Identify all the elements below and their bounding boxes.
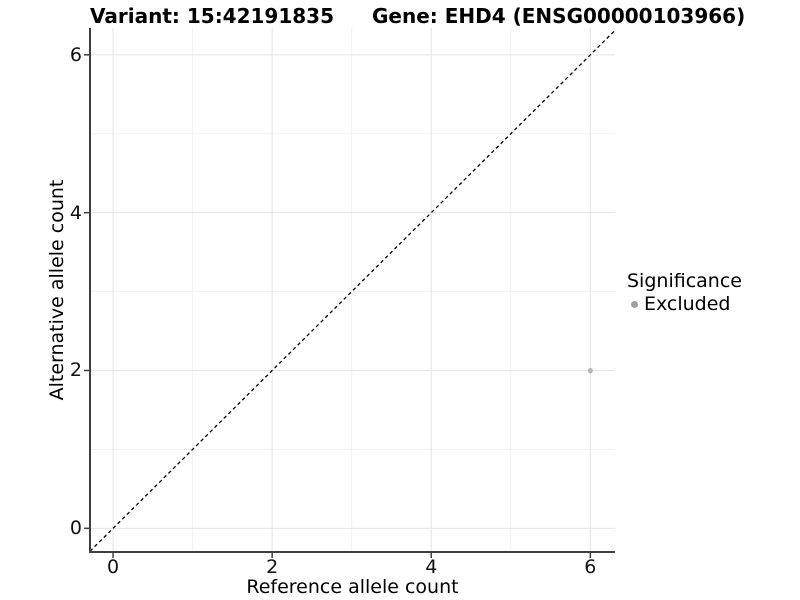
gene-title: Gene: EHD4 (ENSG00000103966) <box>372 4 746 28</box>
x-tick-label: 0 <box>107 556 120 578</box>
y-axis-label: Alternative allele count <box>46 179 68 401</box>
y-tick-label: 4 <box>69 201 82 224</box>
legend: Significance Excluded <box>627 270 742 316</box>
x-tick-label: 2 <box>266 556 279 578</box>
legend-title: Significance <box>627 270 742 292</box>
data-point <box>587 367 593 374</box>
legend-item-excluded: Excluded <box>627 293 742 316</box>
excluded-point-icon <box>631 301 638 308</box>
identity-line <box>89 29 616 552</box>
y-tick-label: 6 <box>69 43 82 66</box>
x-tick-label: 4 <box>425 556 438 578</box>
x-axis-label: Reference allele count <box>246 576 459 598</box>
x-tick-label: 6 <box>584 556 597 578</box>
legend-item-label: Excluded <box>644 293 731 315</box>
variant-title: Variant: 15:42191835 <box>90 4 335 28</box>
y-tick-label: 2 <box>69 359 82 382</box>
y-tick-label: 0 <box>69 517 82 540</box>
